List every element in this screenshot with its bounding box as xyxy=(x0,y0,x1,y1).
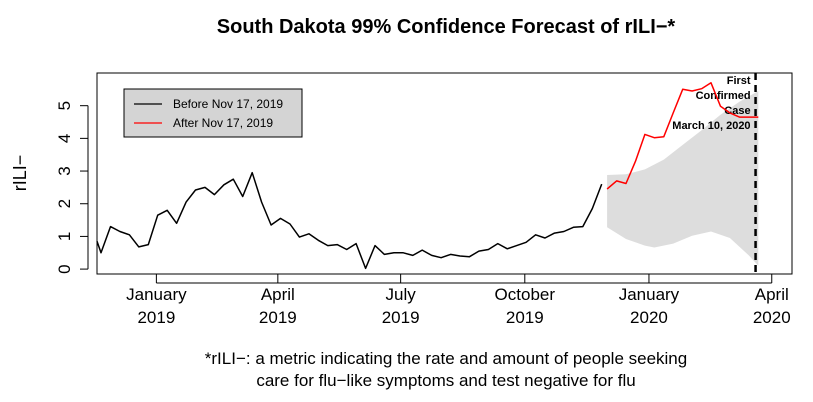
caption-line-1: *rILI−: a metric indicating the rate and… xyxy=(205,349,687,368)
y-tick-label-4: 4 xyxy=(55,134,74,143)
legend: Before Nov 17, 2019 After Nov 17, 2019 xyxy=(123,88,303,138)
x-tick-label-month-0: January xyxy=(126,285,187,304)
y-axis: 0 1 2 3 4 5 xyxy=(55,101,89,274)
event-label-0: First xyxy=(727,75,751,87)
y-axis-title: rILI− xyxy=(10,155,30,192)
x-tick-label-month-3: October xyxy=(495,285,556,304)
legend-box xyxy=(123,88,303,138)
y-tick-label-2: 2 xyxy=(55,199,74,208)
event-label-3: March 10, 2020 xyxy=(672,120,750,132)
x-tick-label-year-2: 2019 xyxy=(382,308,420,327)
event-label-1: Confirmed xyxy=(696,90,751,102)
y-tick-label-1: 1 xyxy=(55,232,74,241)
x-tick-label-year-1: 2019 xyxy=(259,308,297,327)
legend-label-before: Before Nov 17, 2019 xyxy=(173,97,283,111)
series-line-0 xyxy=(96,171,603,270)
x-tick-label-month-1: April xyxy=(261,285,295,304)
x-tick-label-year-5: 2020 xyxy=(753,308,791,327)
series-line-1 xyxy=(606,82,759,190)
series-lines xyxy=(96,82,759,270)
y-tick-label-0: 0 xyxy=(55,264,74,273)
x-tick-label-year-4: 2020 xyxy=(630,308,668,327)
x-tick-label-year-3: 2019 xyxy=(506,308,544,327)
caption-line-2: care for flu−like symptoms and test nega… xyxy=(256,371,635,390)
x-tick-label-month-2: July xyxy=(386,285,417,304)
confidence-band xyxy=(607,91,759,266)
confidence-band-area xyxy=(607,91,759,266)
y-tick-label-5: 5 xyxy=(55,101,74,110)
x-tick-label-year-0: 2019 xyxy=(137,308,175,327)
chart-title: South Dakota 99% Confidence Forecast of … xyxy=(217,16,676,38)
x-tick-label-month-4: January xyxy=(619,285,680,304)
x-tick-label-month-5: April xyxy=(755,285,789,304)
x-axis: January 2019 April 2019 July 2019 October 2019 J… xyxy=(126,274,791,327)
y-tick-label-3: 3 xyxy=(55,166,74,175)
plot-frame xyxy=(96,72,793,275)
legend-label-after: After Nov 17, 2019 xyxy=(173,116,273,130)
